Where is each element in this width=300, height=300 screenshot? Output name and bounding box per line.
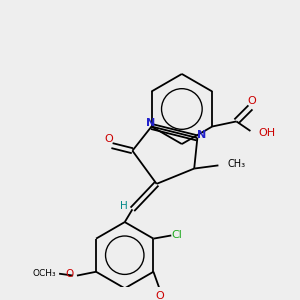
Text: N: N	[146, 118, 155, 128]
Text: H: H	[120, 200, 128, 211]
Text: N: N	[196, 130, 206, 140]
Text: O: O	[155, 291, 164, 300]
Text: O: O	[247, 96, 256, 106]
Text: O: O	[104, 134, 113, 144]
Text: OH: OH	[259, 128, 276, 138]
Text: Cl: Cl	[171, 230, 182, 240]
Text: OCH₃: OCH₃	[32, 269, 56, 278]
Text: CH₃: CH₃	[227, 159, 245, 169]
Text: O: O	[65, 269, 74, 279]
